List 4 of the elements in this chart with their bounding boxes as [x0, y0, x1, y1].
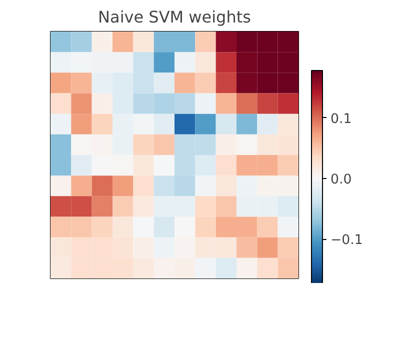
- chart-title: Naive SVM weights: [98, 8, 251, 26]
- color-bar-label: −0.1: [330, 233, 363, 248]
- color-bar-label: 0.0: [330, 172, 352, 188]
- color-bar-label: 0.1: [330, 112, 352, 127]
